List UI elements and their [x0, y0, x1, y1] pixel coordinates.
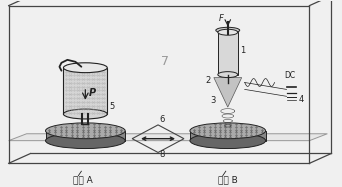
Text: 2: 2 — [206, 76, 211, 85]
Polygon shape — [9, 134, 327, 141]
Polygon shape — [218, 32, 238, 75]
Ellipse shape — [190, 133, 266, 148]
Text: 工位 A: 工位 A — [74, 175, 93, 184]
Polygon shape — [45, 131, 125, 141]
Text: DC: DC — [285, 70, 296, 80]
Text: P: P — [88, 88, 95, 98]
Text: 4: 4 — [299, 95, 304, 104]
Text: 8: 8 — [159, 150, 165, 159]
Text: F: F — [219, 14, 224, 23]
Text: 5: 5 — [109, 102, 115, 111]
Ellipse shape — [216, 27, 240, 33]
Text: 1: 1 — [240, 46, 245, 55]
Ellipse shape — [45, 123, 125, 139]
Text: 7: 7 — [161, 55, 169, 68]
Ellipse shape — [218, 29, 238, 35]
Polygon shape — [214, 78, 242, 107]
Text: 6: 6 — [159, 115, 165, 124]
Ellipse shape — [218, 72, 238, 78]
Polygon shape — [190, 131, 266, 141]
Ellipse shape — [63, 109, 107, 119]
Text: 3: 3 — [210, 96, 215, 105]
Ellipse shape — [63, 63, 107, 73]
Polygon shape — [63, 68, 107, 114]
Ellipse shape — [190, 123, 266, 139]
Ellipse shape — [45, 133, 125, 148]
Text: 工位 B: 工位 B — [218, 175, 238, 184]
